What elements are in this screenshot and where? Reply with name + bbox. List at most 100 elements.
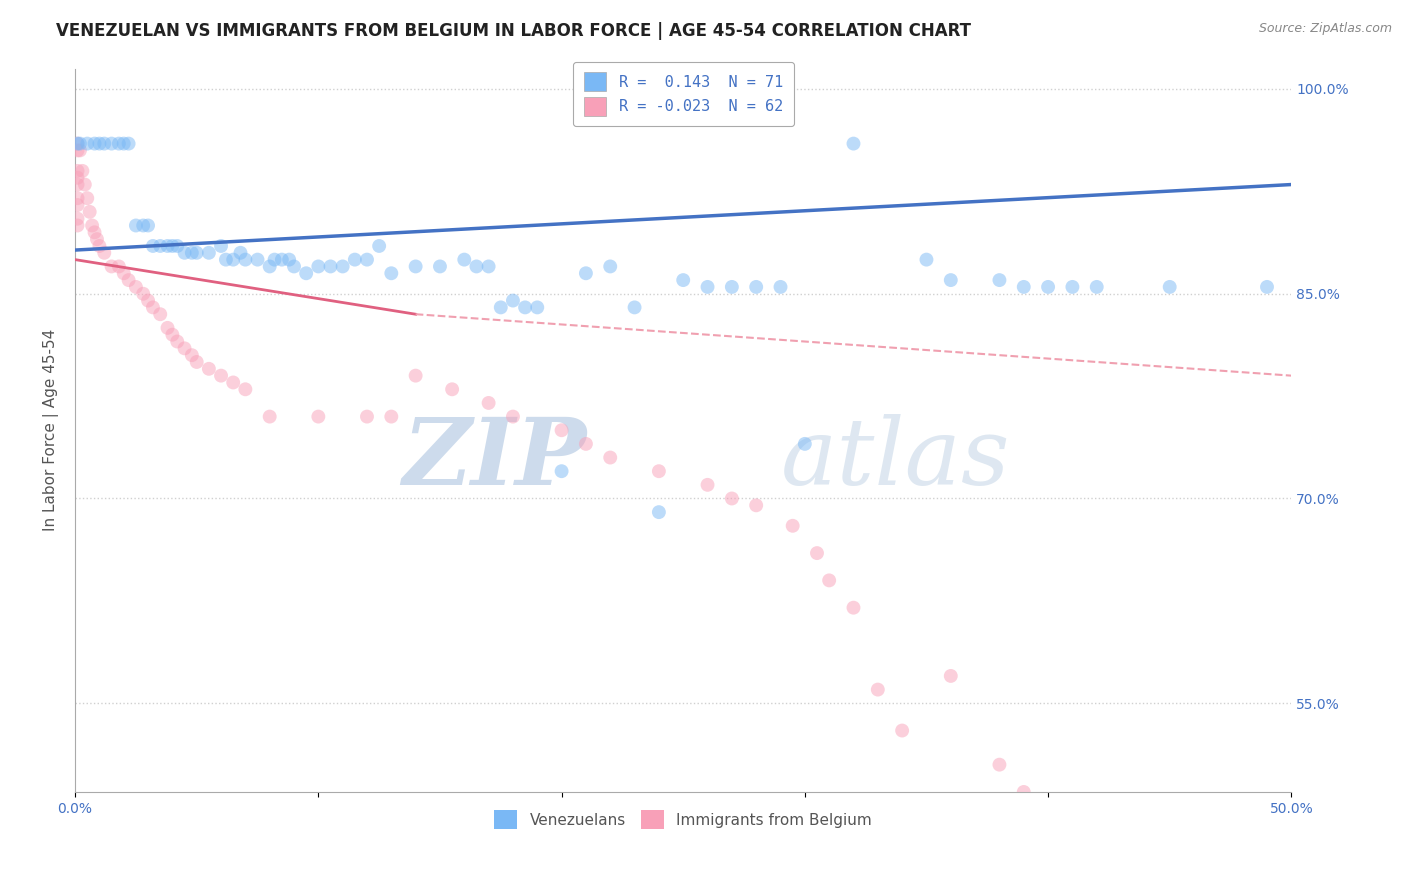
Point [478,396,501,410]
Point [186,355,208,369]
Point [180,245,202,260]
Point [173,245,195,260]
Point [550,464,572,478]
Point [1012,785,1035,799]
Point [332,260,354,274]
Point [100,136,122,151]
Point [513,301,536,315]
Point [696,280,718,294]
Point [235,382,257,396]
Point [453,252,475,267]
Point [343,252,366,267]
Point [1256,280,1278,294]
Point [263,252,285,267]
Point [648,464,671,478]
Point [648,505,671,519]
Point [782,518,804,533]
Point [1036,280,1059,294]
Point [405,368,427,383]
Point [132,219,155,233]
Point [988,757,1011,772]
Point [319,260,342,274]
Point [66,198,89,212]
Point [173,342,195,356]
Point [66,219,89,233]
Point [295,266,318,280]
Point [149,239,172,253]
Point [465,260,488,274]
Point [550,423,572,437]
Point [166,334,188,349]
Point [368,239,391,253]
Point [156,321,179,335]
Point [769,280,792,294]
Point [915,252,938,267]
Point [222,252,245,267]
Point [76,191,98,205]
Point [142,239,165,253]
Point [66,144,89,158]
Point [806,546,828,560]
Point [866,682,889,697]
Point [66,164,89,178]
Point [489,301,512,315]
Point [222,376,245,390]
Point [672,273,695,287]
Point [502,409,524,424]
Point [156,239,179,253]
Point [307,260,329,274]
Point [76,136,98,151]
Point [246,252,269,267]
Point [209,368,232,383]
Point [259,409,281,424]
Point [117,273,139,287]
Point [69,144,91,158]
Point [575,437,598,451]
Point [842,136,865,151]
Point [356,252,378,267]
Y-axis label: In Labor Force | Age 45-54: In Labor Force | Age 45-54 [44,329,59,532]
Point [623,301,645,315]
Point [441,382,464,396]
Point [229,245,252,260]
Point [136,219,159,233]
Point [82,219,104,233]
Point [125,280,148,294]
Point [93,136,115,151]
Text: atlas: atlas [780,414,1010,504]
Text: ZIP: ZIP [402,414,586,504]
Point [818,574,841,588]
Point [1062,280,1084,294]
Point [66,178,89,192]
Point [1159,280,1181,294]
Point [891,723,914,738]
Point [180,348,202,362]
Point [939,669,962,683]
Point [599,450,621,465]
Point [793,437,815,451]
Point [79,204,101,219]
Point [66,136,89,151]
Point [162,239,184,253]
Point [142,301,165,315]
Point [526,301,548,315]
Legend: Venezuelans, Immigrants from Belgium: Venezuelans, Immigrants from Belgium [488,804,879,835]
Point [73,178,96,192]
Point [235,252,257,267]
Point [380,409,402,424]
Point [215,252,238,267]
Point [429,260,451,274]
Point [100,260,122,274]
Point [125,219,148,233]
Point [132,286,155,301]
Point [112,266,135,280]
Point [69,136,91,151]
Point [93,245,115,260]
Point [66,136,89,151]
Point [149,307,172,321]
Point [721,280,744,294]
Point [696,478,718,492]
Point [86,232,108,246]
Point [745,280,768,294]
Point [478,260,501,274]
